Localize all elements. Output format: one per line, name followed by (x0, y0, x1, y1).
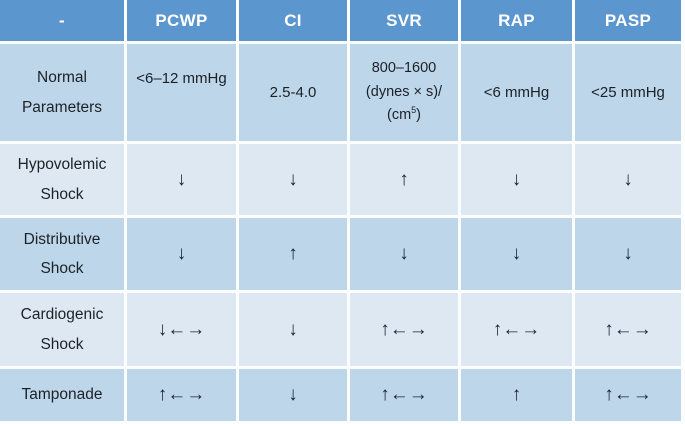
down-arrow-icon: ↓ (399, 243, 409, 264)
normal-label-line1: Normal (37, 69, 87, 87)
header-label-rap: RAP (498, 10, 535, 30)
header-cell-dash: - (0, 0, 124, 41)
cell-cardiogenic-pcwp: ↓←→ (127, 293, 236, 366)
hypovolemic-label-line2: Shock (40, 185, 84, 203)
normal-svr-value: 800–1600 (dynes × s)/ (cm5) (366, 57, 442, 127)
up-left-right-arrows-icon: ↑←→ (380, 384, 428, 405)
down-arrow-icon: ↓ (176, 243, 187, 264)
cell-hypovolemic-rap: ↓ (461, 144, 572, 215)
normal-ci-value: 2.5-4.0 (269, 84, 317, 101)
cell-tamponade-rap: ↑ (461, 369, 572, 421)
row-label-hypovolemic-shock: Hypovolemic Shock (0, 144, 124, 215)
header-label-svr: SVR (386, 10, 422, 30)
normal-svr-line2: (dynes × s)/ (366, 81, 442, 104)
up-arrow-icon: ↑ (288, 243, 298, 264)
down-arrow-icon: ↓ (288, 318, 298, 340)
normal-label-line2: Parameters (21, 98, 103, 116)
row-label-hypovolemic-shock-text: Hypovolemic Shock (18, 150, 107, 209)
row-label-cardiogenic-shock: Cardiogenic Shock (0, 293, 124, 366)
normal-rap-value: <6 mmHg (483, 84, 550, 101)
cell-normal-rap: <6 mmHg (461, 44, 572, 141)
cardiogenic-label-line1: Cardiogenic (20, 306, 104, 324)
cell-cardiogenic-svr: ↑←→ (350, 293, 458, 366)
cell-normal-pasp: <25 mmHg (575, 44, 681, 141)
distributive-label-line1: Distributive (23, 230, 101, 248)
cell-tamponade-ci: ↓ (239, 369, 347, 421)
up-arrow-icon: ↑ (399, 168, 409, 190)
row-label-distributive-shock: Distributive Shock (0, 218, 124, 290)
cell-distributive-pasp: ↓ (575, 218, 681, 290)
cell-distributive-svr: ↓ (350, 218, 458, 290)
header-label-pcwp: PCWP (155, 10, 208, 30)
cell-hypovolemic-ci: ↓ (239, 144, 347, 215)
normal-pcwp-value: <6–12 mmHg (136, 70, 227, 87)
header-cell-pcwp: PCWP (127, 0, 236, 41)
row-label-tamponade: Tamponade (0, 369, 124, 421)
cell-normal-ci: 2.5-4.0 (239, 44, 347, 141)
header-cell-pasp: PASP (575, 0, 681, 41)
cell-hypovolemic-svr: ↑ (350, 144, 458, 215)
normal-svr-line1: 800–1600 (371, 60, 437, 77)
up-arrow-icon: ↑ (511, 384, 522, 405)
cell-normal-svr: 800–1600 (dynes × s)/ (cm5) (350, 44, 458, 141)
down-arrow-icon: ↓ (176, 168, 187, 190)
cell-hypovolemic-pcwp: ↓ (127, 144, 236, 215)
down-left-right-arrows-icon: ↓←→ (157, 318, 206, 340)
row-label-cardiogenic-shock-text: Cardiogenic Shock (21, 300, 104, 359)
normal-svr-line3: (cm5) (366, 104, 442, 127)
cell-hypovolemic-pasp: ↓ (575, 144, 681, 215)
normal-svr-line3-post: ) (416, 107, 421, 124)
cell-distributive-pcwp: ↓ (127, 218, 236, 290)
cell-tamponade-pasp: ↑←→ (575, 369, 681, 421)
header-cell-rap: RAP (461, 0, 572, 41)
header-label-ci: CI (284, 10, 302, 30)
normal-svr-line3-pre: (cm (386, 107, 412, 124)
row-label-normal-parameters-text: Normal Parameters (22, 63, 102, 122)
up-left-right-arrows-icon: ↑←→ (604, 384, 652, 405)
hypovolemic-label-line1: Hypovolemic (17, 156, 107, 174)
up-left-right-arrows-icon: ↑←→ (380, 318, 428, 340)
cell-distributive-rap: ↓ (461, 218, 572, 290)
down-arrow-icon: ↓ (288, 384, 298, 405)
down-arrow-icon: ↓ (288, 168, 298, 190)
cell-tamponade-svr: ↑←→ (350, 369, 458, 421)
distributive-label-line2: Shock (40, 260, 84, 277)
header-label-pasp: PASP (604, 10, 652, 30)
up-left-right-arrows-icon: ↑←→ (604, 318, 652, 340)
up-left-right-arrows-icon: ↑←→ (157, 384, 206, 405)
normal-svr-line3-sup: 5 (411, 105, 417, 116)
header-label-dash: - (59, 10, 65, 30)
normal-pasp-value: <25 mmHg (591, 84, 665, 101)
row-label-distributive-shock-text: Distributive Shock (24, 225, 101, 284)
header-cell-ci: CI (239, 0, 347, 41)
down-arrow-icon: ↓ (511, 243, 522, 264)
down-arrow-icon: ↓ (623, 243, 633, 264)
header-cell-svr: SVR (350, 0, 458, 41)
down-arrow-icon: ↓ (623, 168, 633, 190)
cell-cardiogenic-ci: ↓ (239, 293, 347, 366)
cell-tamponade-pcwp: ↑←→ (127, 369, 236, 421)
cell-normal-pcwp: <6–12 mmHg (127, 44, 236, 141)
cell-cardiogenic-pasp: ↑←→ (575, 293, 681, 366)
up-left-right-arrows-icon: ↑←→ (492, 318, 541, 340)
cell-distributive-ci: ↑ (239, 218, 347, 290)
cell-cardiogenic-rap: ↑←→ (461, 293, 572, 366)
down-arrow-icon: ↓ (511, 168, 522, 190)
normal-svr-line2-text: (dynes × s)/ (365, 83, 443, 100)
row-label-normal-parameters: Normal Parameters (0, 44, 124, 141)
tamponade-label: Tamponade (21, 386, 103, 404)
cardiogenic-label-line2: Shock (40, 335, 84, 353)
